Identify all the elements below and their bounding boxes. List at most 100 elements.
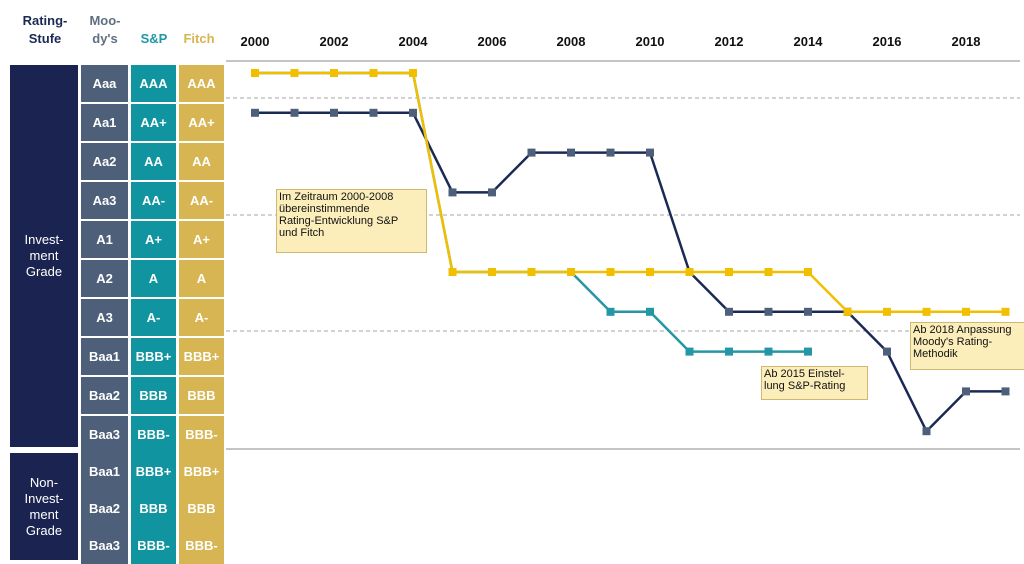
moodys-rating-cell: A2 [81, 260, 128, 297]
fitch-rating-cell: AA [179, 143, 224, 180]
year-tick-label: 2004 [398, 34, 428, 49]
fitch-rating-cell: BBB+ [179, 453, 224, 490]
sp-rating-cell: BBB+ [131, 453, 176, 490]
sp-data-point [646, 307, 654, 316]
fitch-rating-cell: AA+ [179, 104, 224, 141]
investment-grade-line: Invest- [24, 232, 64, 247]
sp-rating-cell: AA- [131, 182, 176, 219]
moodys-data-point [567, 148, 575, 157]
fitch-rating-cell: A [179, 260, 224, 297]
annotation-line: Moody's Rating- [913, 336, 993, 348]
year-tick-label: 2010 [635, 34, 665, 49]
fitch-data-point [606, 268, 615, 276]
sp-rating-cell: AAA [131, 65, 176, 102]
moodys-rating-cell: Aa1 [81, 104, 128, 141]
year-tick-label: 2002 [319, 34, 349, 49]
annotation-2000-2008: Im Zeitraum 2000-2008 übereinstimmende R… [276, 189, 427, 253]
non-investment-grade-line: Non- [29, 474, 59, 490]
annotation-line: Rating-Entwicklung S&P [279, 215, 399, 227]
annotation-2018: Ab 2018 Anpassung Moody's Rating- Method… [910, 322, 1024, 370]
fitch-data-point [804, 268, 812, 276]
year-tick-label: 2000 [240, 34, 270, 49]
sp-data-point [764, 347, 773, 356]
sp-rating-cell: BBB- [131, 527, 176, 564]
fitch-rating-cell: BBB [179, 490, 224, 527]
moodys-rating-cell: Aaa [81, 65, 128, 102]
header-fitch: Fitch [183, 31, 215, 46]
header-moodys: Moo- dy's [80, 12, 130, 48]
fitch-data-point [764, 268, 773, 276]
sp-rating-cell: A- [131, 299, 176, 336]
investment-grade-label: Invest- ment Grade [10, 65, 78, 447]
fitch-series-line [255, 71, 1006, 314]
fitch-data-point [488, 268, 496, 276]
fitch-rating-cell: A- [179, 299, 224, 336]
moodys-rating-cell: Baa3 [81, 416, 128, 453]
fitch-rating-cell: AA- [179, 182, 224, 219]
non-investment-grade-line: ment [29, 506, 59, 522]
header-rating-stufe-line2: Stufe [28, 31, 62, 46]
moodys-data-point [725, 307, 733, 316]
moodys-rating-cell: Baa2 [81, 377, 128, 414]
moodys-data-point [764, 307, 773, 316]
moodys-rating-cell: A1 [81, 221, 128, 258]
moodys-data-point [448, 188, 457, 197]
fitch-data-point [290, 69, 299, 77]
moodys-data-point [488, 188, 496, 197]
moodys-rating-cell: Aa3 [81, 182, 128, 219]
fitch-rating-cell: BBB [179, 377, 224, 414]
header-rating-stufe-line1: Rating- [22, 13, 68, 28]
year-tick-label: 2016 [872, 34, 902, 49]
sp-data-point [804, 347, 812, 356]
annotation-line: Im Zeitraum 2000-2008 [279, 191, 394, 203]
sp-rating-cell: BBB- [131, 416, 176, 453]
sp-rating-cell: BBB+ [131, 338, 176, 375]
header-moodys-line1: Moo- [89, 13, 121, 28]
fitch-data-point [448, 268, 457, 276]
fitch-data-point [527, 268, 536, 276]
fitch-data-point [567, 268, 575, 276]
moodys-rating-cell: Baa3 [81, 527, 128, 564]
moodys-rating-cell: Aa2 [81, 143, 128, 180]
fitch-data-point [646, 268, 654, 276]
year-tick-label: 2014 [793, 34, 823, 49]
fitch-rating-cell: BBB- [179, 416, 224, 453]
non-investment-grade-line: Grade [25, 522, 63, 538]
moodys-data-point [330, 108, 338, 117]
header-rating-stufe: Rating- Stufe [14, 12, 76, 48]
sp-rating-cell: AA [131, 143, 176, 180]
fitch-data-point [1001, 307, 1010, 316]
moodys-data-point [1001, 387, 1010, 396]
moodys-rating-cell: Baa1 [81, 338, 128, 375]
fitch-data-point [725, 268, 733, 276]
year-tick-label: 2006 [477, 34, 507, 49]
annotation-line: Ab 2015 Einstel- [764, 368, 845, 380]
fitch-data-point [330, 69, 338, 77]
header-sp: S&P [140, 31, 168, 46]
non-investment-grade-label: Non- Invest- ment Grade [10, 453, 78, 560]
moodys-data-point [290, 108, 299, 117]
sp-rating-cell: BBB [131, 377, 176, 414]
moodys-data-point [369, 108, 378, 117]
investment-grade-line: ment [29, 248, 59, 263]
sp-data-point [725, 347, 733, 356]
fitch-data-point [883, 307, 891, 316]
moodys-data-point [883, 347, 891, 356]
header-moodys-line2: dy's [92, 31, 118, 46]
moodys-data-point [527, 148, 536, 157]
fitch-data-point [251, 69, 259, 77]
sp-rating-cell: BBB [131, 490, 176, 527]
year-tick-label: 2008 [556, 34, 586, 49]
sp-data-point [606, 307, 615, 316]
fitch-data-point [409, 69, 417, 77]
fitch-data-point [962, 307, 970, 316]
moodys-data-point [646, 148, 654, 157]
fitch-data-point [685, 268, 694, 276]
sp-rating-cell: A [131, 260, 176, 297]
moodys-data-point [251, 108, 259, 117]
moodys-data-point [804, 307, 812, 316]
non-investment-grade-line: Invest- [24, 490, 64, 506]
investment-grade-line: Grade [25, 264, 63, 279]
annotation-line: Ab 2018 Anpassung [913, 324, 1012, 336]
annotation-line: lung S&P-Rating [764, 380, 846, 392]
